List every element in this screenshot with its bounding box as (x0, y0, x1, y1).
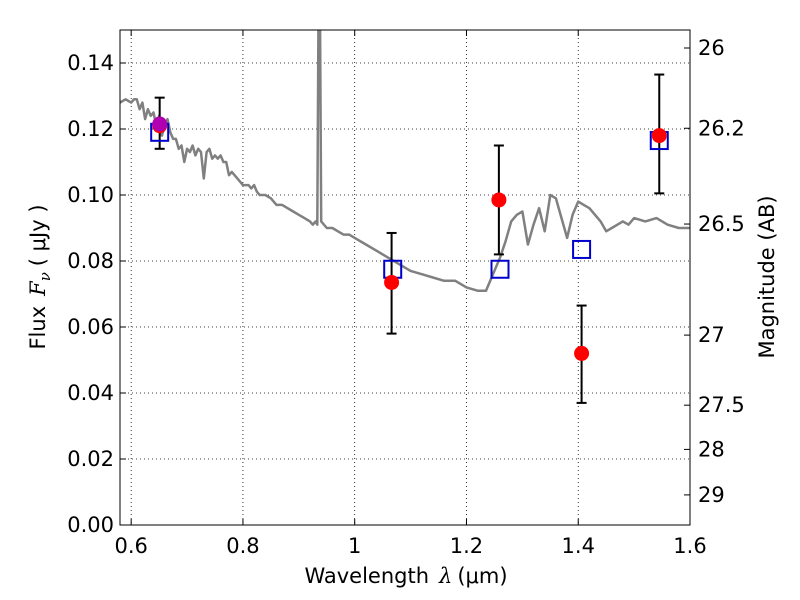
right-axis-label: Magnitude (AB) (755, 195, 779, 358)
plot-layer (120, 30, 690, 404)
right-tick-label: 27 (698, 323, 725, 347)
observed-flux-point (651, 128, 667, 144)
model-photometry-square (572, 239, 592, 259)
x-tick-label: 0.8 (226, 534, 259, 558)
right-tick-label: 26 (698, 36, 725, 60)
y-tick-label: 0.12 (67, 117, 114, 141)
y-axis-label: FluxFν( μJy ) (26, 204, 54, 349)
grid-layer (120, 30, 691, 525)
observed-flux-point (491, 192, 507, 208)
x-tick-label: 1 (348, 534, 361, 558)
y-tick-label: 0.02 (67, 447, 114, 471)
right-tick-label: 26.2 (698, 116, 745, 140)
x-tick-label: 1.4 (562, 534, 595, 558)
x-tick-label: 1.2 (450, 534, 483, 558)
right-tick-label: 29 (698, 483, 725, 507)
y-tick-label: 0.10 (67, 183, 114, 207)
x-axis-label: Wavelength λ (μm) (304, 564, 507, 588)
observed-flux-point (384, 274, 400, 290)
right-tick-label: 28 (698, 437, 725, 461)
model-spectrum-line (120, 30, 690, 292)
y-tick-label: 0.04 (67, 381, 114, 405)
x-tick-label: 1.6 (673, 534, 706, 558)
ticks-layer: 0.6 0.8 1 1.2 1.4 1.6 0.00 0.02 0.04 0.06 0.08 0.10… (67, 30, 745, 558)
observed-flux-point (574, 345, 590, 361)
model-photometry-square (490, 259, 510, 279)
plot-frame (119, 29, 691, 526)
y-tick-label: 0.00 (67, 513, 114, 537)
y-tick-label: 0.14 (67, 51, 114, 75)
right-tick-label: 27.5 (698, 393, 745, 417)
y-tick-label: 0.08 (67, 249, 114, 273)
observed-flux-point (152, 116, 168, 132)
right-tick-label: 26.5 (698, 212, 745, 236)
x-tick-label: 0.6 (114, 534, 147, 558)
y-tick-label: 0.06 (67, 315, 114, 339)
